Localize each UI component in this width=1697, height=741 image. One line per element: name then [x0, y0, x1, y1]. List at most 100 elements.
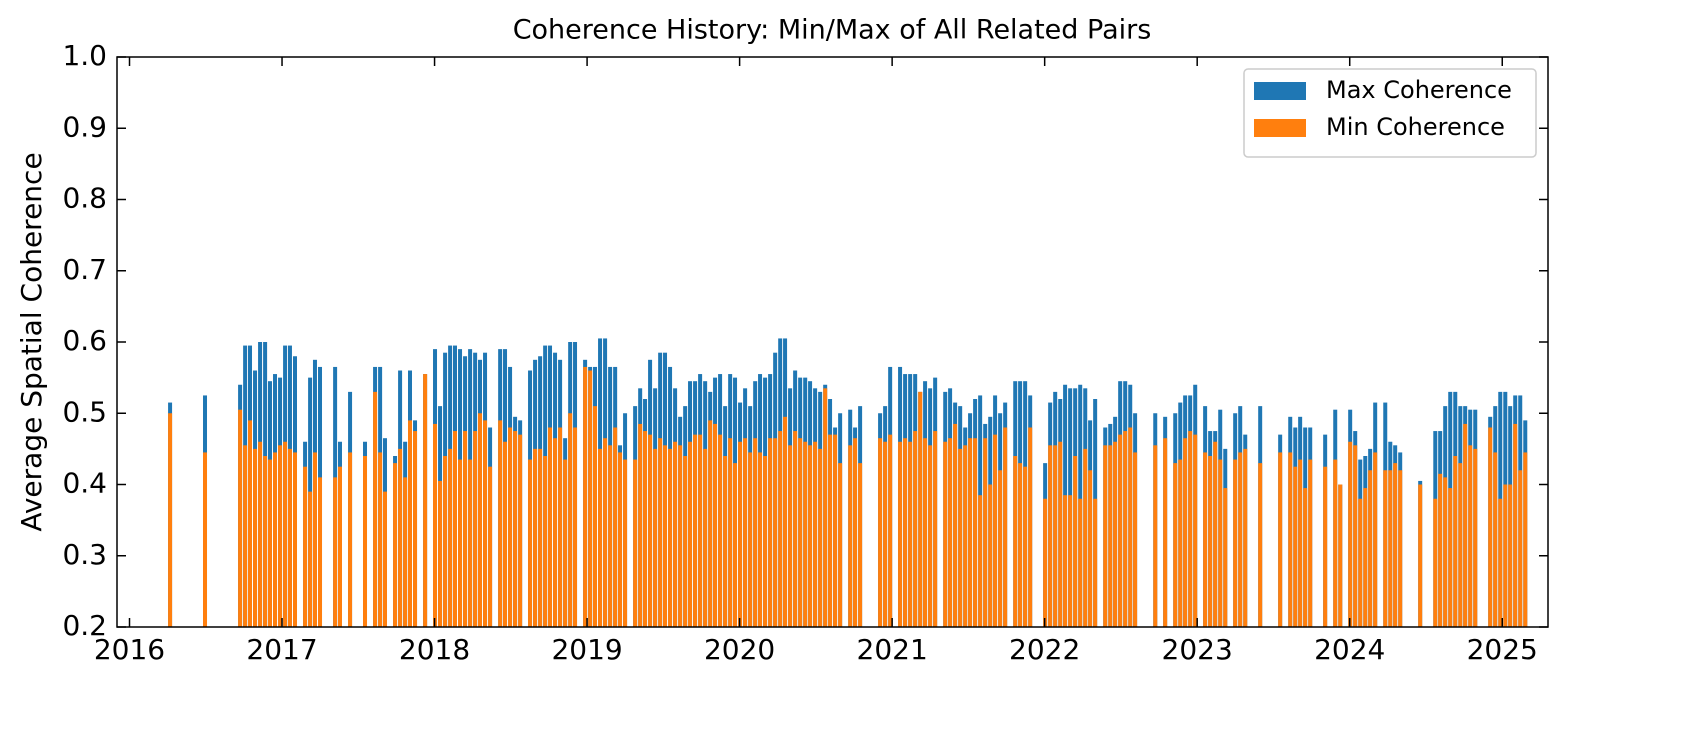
bar [1188, 431, 1193, 627]
bar [258, 441, 263, 627]
bar [403, 477, 408, 627]
bar [1373, 452, 1378, 627]
bar [373, 391, 378, 627]
bar [1183, 438, 1188, 627]
bar [1448, 488, 1453, 627]
x-tick-label: 2023 [1162, 633, 1233, 666]
bar [983, 438, 988, 627]
bar [543, 456, 548, 627]
bar [1443, 477, 1448, 627]
bar [278, 445, 283, 627]
bar [1113, 441, 1118, 627]
bar [658, 438, 663, 627]
bar [1063, 495, 1068, 627]
bar [678, 445, 683, 627]
bar [168, 413, 173, 627]
bar [533, 448, 538, 627]
y-tick-label: 1.0 [62, 39, 107, 72]
bar [1123, 431, 1128, 627]
y-tick-label: 0.2 [62, 609, 107, 642]
bar [933, 431, 938, 627]
bar [1433, 498, 1438, 627]
bar [1128, 427, 1133, 627]
bar [1338, 484, 1343, 627]
bar [553, 438, 558, 627]
bar [1078, 498, 1083, 627]
bar [1083, 448, 1088, 627]
bar [818, 448, 823, 627]
bar [1028, 427, 1033, 627]
bar [267, 459, 272, 627]
bar [253, 448, 258, 627]
bar [798, 438, 803, 627]
bar [778, 431, 783, 627]
y-tick-label: 0.4 [62, 467, 107, 500]
bar [1468, 445, 1473, 627]
bar [1498, 498, 1503, 627]
bar [248, 420, 253, 627]
bar [988, 484, 993, 627]
bar [1223, 488, 1228, 627]
bar [348, 452, 353, 627]
bar [488, 466, 493, 627]
bar [1323, 466, 1328, 627]
bar [468, 459, 473, 627]
bar [1243, 448, 1248, 627]
bar [758, 452, 763, 627]
bar [1203, 452, 1208, 627]
bar [573, 427, 578, 627]
bar [1463, 423, 1468, 627]
bar [1108, 445, 1113, 627]
bar [888, 434, 893, 627]
bar [993, 434, 998, 627]
bar [813, 441, 818, 627]
y-axis-label: Average Spatial Coherence [15, 152, 48, 531]
bar [883, 441, 888, 627]
bar [423, 374, 428, 627]
bar [1053, 445, 1058, 627]
bar [1258, 463, 1263, 627]
bar [1298, 459, 1303, 627]
bar [563, 459, 568, 627]
bar [1383, 470, 1388, 627]
bar [1133, 452, 1138, 627]
bar [958, 448, 963, 627]
bar [823, 388, 828, 627]
x-tick-label: 2024 [1314, 633, 1385, 666]
y-tick-label: 0.3 [62, 538, 107, 571]
bar [668, 448, 673, 627]
bar [603, 438, 608, 627]
bar [378, 452, 383, 627]
bar [1388, 470, 1393, 627]
bar [853, 438, 858, 627]
bar [413, 431, 418, 627]
bar [1293, 466, 1298, 627]
bar [643, 431, 648, 627]
bar [1213, 441, 1218, 627]
bar [1303, 488, 1308, 627]
bar [918, 391, 923, 627]
bar [303, 466, 308, 627]
bar [243, 445, 248, 627]
bar [793, 431, 798, 627]
bar [1453, 456, 1458, 627]
bar [518, 434, 523, 627]
bar [733, 463, 738, 627]
bar [203, 452, 208, 627]
bar [808, 445, 813, 627]
bar [528, 459, 533, 627]
bar [398, 448, 403, 627]
x-tick-label: 2018 [399, 633, 470, 666]
bar [833, 434, 838, 627]
bar [753, 438, 758, 627]
bar [1163, 438, 1168, 627]
bar [508, 427, 513, 627]
bar [613, 427, 618, 627]
bar [443, 456, 448, 627]
bar [648, 434, 653, 627]
bar [953, 423, 958, 627]
bar [913, 431, 918, 627]
bar [838, 463, 843, 627]
